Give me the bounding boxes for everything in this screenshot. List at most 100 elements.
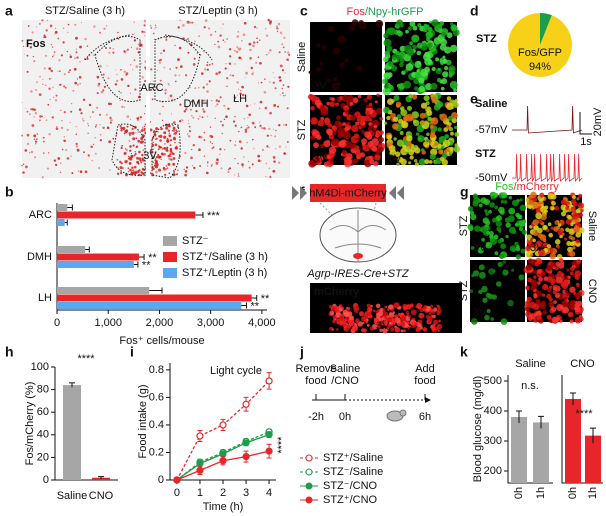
image-texture bbox=[575, 282, 581, 287]
image-texture bbox=[571, 261, 576, 266]
image-texture bbox=[234, 124, 237, 127]
image-texture bbox=[320, 105, 324, 110]
image-texture bbox=[418, 312, 425, 319]
image-texture bbox=[70, 155, 72, 157]
image-texture bbox=[102, 126, 105, 129]
image-texture bbox=[359, 21, 367, 30]
region-outline bbox=[94, 35, 141, 102]
image-texture bbox=[214, 117, 216, 120]
image-texture bbox=[543, 225, 547, 230]
image-texture bbox=[378, 137, 385, 143]
image-texture bbox=[203, 131, 206, 134]
legend-label: STZ⁺/Saline bbox=[323, 452, 383, 464]
image-texture bbox=[208, 63, 211, 66]
x-tick-label: Saline bbox=[57, 490, 88, 502]
image-texture bbox=[210, 99, 213, 102]
image-texture bbox=[429, 20, 432, 24]
image-texture bbox=[272, 81, 275, 84]
trace-condition: STZ bbox=[475, 148, 496, 160]
image-texture bbox=[54, 30, 58, 34]
image-texture bbox=[279, 79, 282, 82]
image-texture bbox=[403, 116, 408, 121]
image-texture bbox=[178, 74, 181, 77]
y-tick-label: 0.6 bbox=[149, 391, 164, 403]
image-texture bbox=[265, 162, 268, 165]
error-bar bbox=[85, 246, 90, 253]
image-texture bbox=[272, 128, 275, 130]
image-texture bbox=[117, 31, 119, 34]
image-texture bbox=[272, 72, 274, 74]
image-texture bbox=[559, 234, 563, 239]
region-outline bbox=[84, 34, 131, 61]
image-texture bbox=[516, 245, 520, 249]
image-texture bbox=[424, 159, 430, 165]
image-texture bbox=[69, 54, 71, 56]
time-label: 6h bbox=[419, 411, 431, 423]
image-texture bbox=[379, 117, 384, 121]
image-texture bbox=[537, 281, 541, 285]
panel-title: Fos/mCherry bbox=[495, 181, 559, 193]
image-texture bbox=[493, 234, 499, 240]
image-texture bbox=[27, 25, 30, 27]
image-texture bbox=[566, 268, 570, 272]
image-texture bbox=[132, 69, 134, 71]
image-texture bbox=[39, 23, 41, 25]
image-texture bbox=[561, 282, 569, 289]
image-texture bbox=[86, 57, 89, 60]
image-texture bbox=[389, 312, 393, 315]
image-texture bbox=[320, 143, 325, 148]
image-texture bbox=[124, 160, 128, 164]
image-texture bbox=[488, 268, 495, 275]
image-texture bbox=[178, 141, 180, 144]
image-texture bbox=[267, 18, 270, 22]
image-texture bbox=[75, 125, 77, 128]
image-texture bbox=[348, 315, 354, 321]
image-texture bbox=[239, 92, 242, 96]
image-texture bbox=[45, 119, 48, 122]
image-texture bbox=[84, 170, 88, 174]
image-texture bbox=[565, 227, 570, 232]
image-texture bbox=[426, 37, 430, 42]
image-texture bbox=[282, 46, 285, 49]
error-bar bbox=[570, 392, 576, 405]
image-texture bbox=[371, 146, 378, 152]
image-texture bbox=[225, 108, 227, 110]
image-texture bbox=[339, 304, 342, 308]
image-texture bbox=[176, 130, 178, 133]
image-texture bbox=[108, 140, 112, 144]
image-texture bbox=[131, 131, 135, 135]
image-texture bbox=[405, 304, 412, 310]
image-texture bbox=[401, 315, 407, 321]
image-texture bbox=[203, 99, 206, 102]
image-texture bbox=[156, 69, 158, 71]
image-texture bbox=[398, 118, 404, 124]
image-texture bbox=[190, 156, 193, 160]
image-texture bbox=[382, 78, 388, 85]
image-texture bbox=[187, 133, 189, 135]
image-texture bbox=[220, 120, 222, 123]
image-texture bbox=[551, 200, 556, 206]
image-texture bbox=[470, 246, 475, 250]
image-texture bbox=[392, 311, 396, 314]
image-texture bbox=[234, 174, 236, 176]
image-texture bbox=[194, 87, 197, 90]
image-texture bbox=[34, 156, 37, 159]
image-texture bbox=[525, 264, 533, 271]
image-texture bbox=[185, 74, 188, 77]
image-texture bbox=[143, 125, 146, 128]
image-texture bbox=[400, 108, 405, 112]
image-texture bbox=[329, 101, 336, 107]
image-texture bbox=[114, 83, 118, 86]
image-texture bbox=[112, 47, 115, 50]
bar bbox=[57, 204, 68, 211]
bar bbox=[533, 422, 549, 483]
image-texture bbox=[576, 259, 581, 264]
image-texture bbox=[396, 114, 402, 119]
image-texture bbox=[352, 97, 359, 104]
image-texture bbox=[274, 77, 276, 78]
image-texture bbox=[447, 48, 451, 52]
x-tick-label: 1 bbox=[197, 487, 203, 499]
slice-label: Fos/GFP bbox=[518, 47, 562, 59]
image-texture bbox=[199, 115, 201, 118]
image-texture bbox=[188, 125, 191, 128]
